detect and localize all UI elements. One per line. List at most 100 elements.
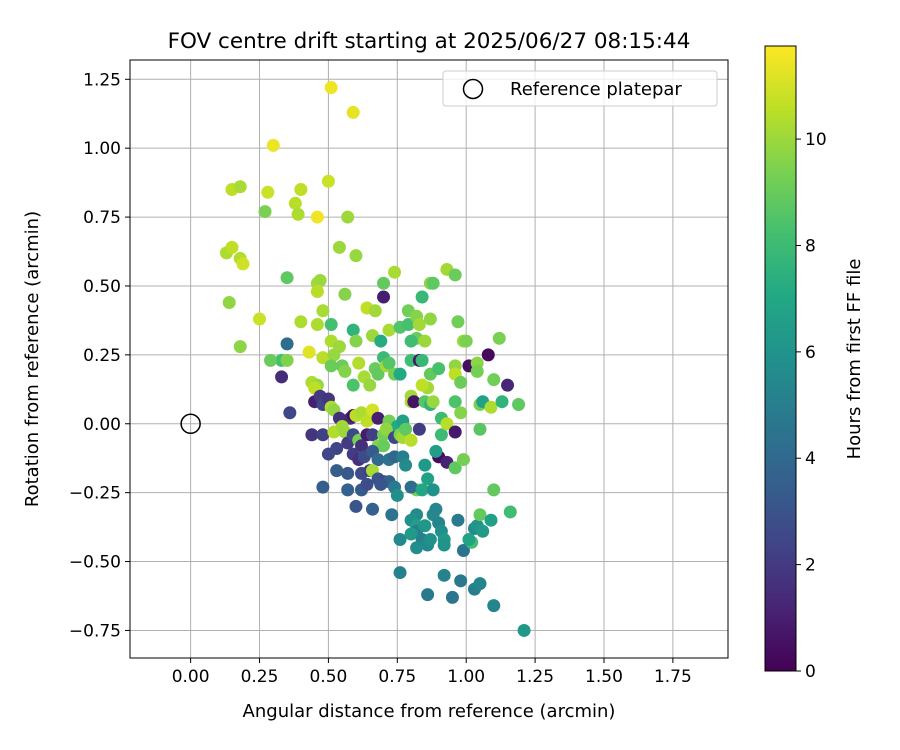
data-point bbox=[280, 337, 294, 351]
x-tick-label: 1.50 bbox=[585, 667, 623, 687]
data-point bbox=[429, 444, 443, 458]
data-point bbox=[349, 499, 363, 513]
data-point bbox=[283, 406, 297, 420]
colorbar-tick-label: 10 bbox=[805, 130, 827, 150]
data-point bbox=[448, 461, 462, 475]
data-point bbox=[407, 395, 421, 409]
data-point bbox=[418, 458, 432, 472]
data-point bbox=[346, 323, 360, 337]
colorbar-tick-label: 8 bbox=[805, 236, 816, 256]
y-tick-label: −0.25 bbox=[69, 484, 121, 504]
data-point bbox=[415, 378, 429, 392]
data-point bbox=[275, 370, 289, 384]
x-tick-label: 1.00 bbox=[447, 667, 485, 687]
data-point bbox=[412, 422, 426, 436]
data-point bbox=[382, 356, 396, 370]
data-point bbox=[517, 623, 531, 637]
data-point bbox=[399, 458, 413, 472]
data-point bbox=[415, 353, 429, 367]
data-point bbox=[495, 395, 509, 409]
data-point bbox=[341, 466, 355, 480]
data-point bbox=[368, 304, 382, 318]
data-point bbox=[484, 513, 498, 527]
data-point bbox=[280, 353, 294, 367]
y-tick-label: 0.75 bbox=[83, 208, 121, 228]
data-point bbox=[426, 276, 440, 290]
data-point bbox=[321, 174, 335, 188]
y-tick-label: 0.25 bbox=[83, 346, 121, 366]
data-point bbox=[253, 312, 267, 326]
data-point bbox=[327, 348, 341, 362]
data-point bbox=[512, 397, 526, 411]
data-point bbox=[341, 210, 355, 224]
x-tick-label: 1.25 bbox=[516, 667, 554, 687]
reference-point bbox=[180, 413, 201, 435]
data-point bbox=[454, 574, 468, 588]
data-point bbox=[388, 265, 402, 279]
data-point bbox=[456, 453, 470, 467]
data-point bbox=[454, 406, 468, 420]
data-point bbox=[294, 315, 308, 329]
data-point bbox=[445, 590, 459, 604]
data-point bbox=[366, 502, 380, 516]
y-tick-label: 0.00 bbox=[83, 415, 121, 435]
data-point bbox=[448, 268, 462, 282]
data-point bbox=[415, 483, 429, 497]
data-point bbox=[280, 271, 294, 285]
data-point bbox=[310, 210, 324, 224]
data-point bbox=[321, 447, 335, 461]
data-point bbox=[352, 356, 366, 370]
data-point bbox=[360, 477, 374, 491]
data-point bbox=[377, 276, 391, 290]
data-point bbox=[404, 480, 418, 494]
legend-marker bbox=[462, 78, 484, 100]
data-point bbox=[374, 334, 388, 348]
data-point bbox=[437, 568, 451, 582]
data-point bbox=[451, 513, 465, 527]
data-point bbox=[393, 533, 407, 547]
y-tick-label: −0.50 bbox=[69, 553, 121, 573]
data-point bbox=[421, 588, 435, 602]
data-point bbox=[399, 422, 413, 436]
data-point bbox=[288, 196, 302, 210]
colorbar bbox=[764, 45, 797, 672]
data-point bbox=[225, 240, 239, 254]
y-axis-ticks: −0.75 −0.50 −0.25 0.00 0.25 0.50 0.75 1.00 1.25 bbox=[69, 70, 130, 641]
data-point bbox=[484, 400, 498, 414]
data-point bbox=[470, 364, 484, 378]
data-point bbox=[258, 205, 272, 219]
data-point bbox=[421, 472, 435, 486]
data-point bbox=[266, 138, 280, 152]
x-axis-label: Angular distance from reference (arcmin) bbox=[243, 701, 616, 722]
data-point bbox=[503, 505, 517, 519]
data-point bbox=[426, 483, 440, 497]
data-point bbox=[476, 524, 490, 538]
data-point bbox=[454, 375, 468, 389]
data-point bbox=[437, 538, 451, 552]
colorbar-label: Hours from first FF file bbox=[844, 259, 865, 460]
data-point bbox=[404, 527, 418, 541]
data-point bbox=[324, 81, 338, 95]
data-point bbox=[410, 541, 424, 555]
data-point bbox=[440, 417, 454, 431]
data-point bbox=[404, 334, 418, 348]
colorbar-tick-label: 4 bbox=[805, 449, 816, 469]
legend-label: Reference platepar bbox=[510, 79, 682, 100]
data-point bbox=[302, 345, 316, 359]
data-point bbox=[291, 207, 305, 221]
y-tick-label: 0.50 bbox=[83, 277, 121, 297]
data-point bbox=[473, 508, 487, 522]
data-point bbox=[338, 364, 352, 378]
data-point bbox=[305, 428, 319, 442]
data-point bbox=[448, 425, 462, 439]
data-point bbox=[316, 304, 330, 318]
data-point bbox=[377, 290, 391, 304]
data-point bbox=[390, 488, 404, 502]
data-point bbox=[377, 439, 391, 453]
data-point bbox=[310, 318, 324, 332]
data-point bbox=[451, 315, 465, 329]
data-point bbox=[371, 411, 385, 425]
data-point bbox=[385, 508, 399, 522]
data-point bbox=[501, 378, 515, 392]
data-point bbox=[404, 433, 418, 447]
